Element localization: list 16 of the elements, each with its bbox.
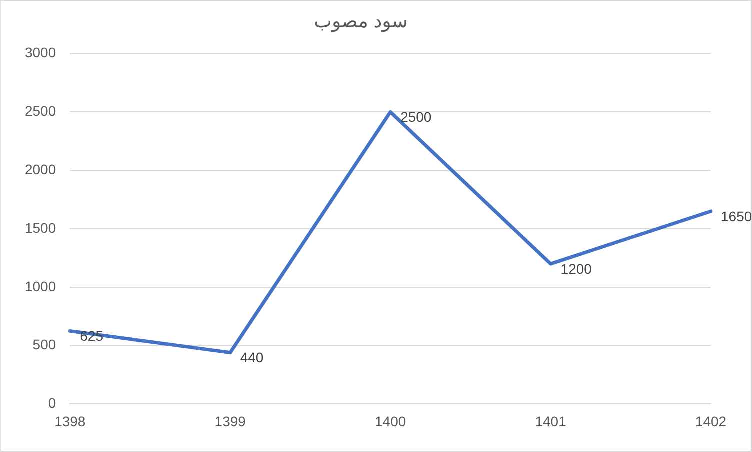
y-tick-label: 0 bbox=[48, 395, 56, 412]
data-label: 2500 bbox=[400, 109, 432, 126]
x-tick-label: 1398 bbox=[54, 413, 86, 430]
y-tick-label: 2000 bbox=[24, 161, 56, 178]
x-tick-label: 1402 bbox=[695, 413, 727, 430]
x-tick-label: 1400 bbox=[374, 413, 406, 430]
data-label: 440 bbox=[240, 350, 264, 366]
x-tick-label: 1399 bbox=[214, 413, 246, 430]
y-tick-label: 1000 bbox=[24, 278, 56, 294]
y-tick-label: 2500 bbox=[24, 103, 56, 120]
chart-title: سود مصوب bbox=[314, 12, 408, 33]
y-tick-label: 3000 bbox=[24, 44, 56, 61]
data-label: 1200 bbox=[560, 260, 592, 277]
y-tick-label: 1500 bbox=[24, 220, 56, 236]
x-tick-label: 1401 bbox=[535, 413, 567, 430]
y-tick-label: 500 bbox=[32, 336, 56, 353]
